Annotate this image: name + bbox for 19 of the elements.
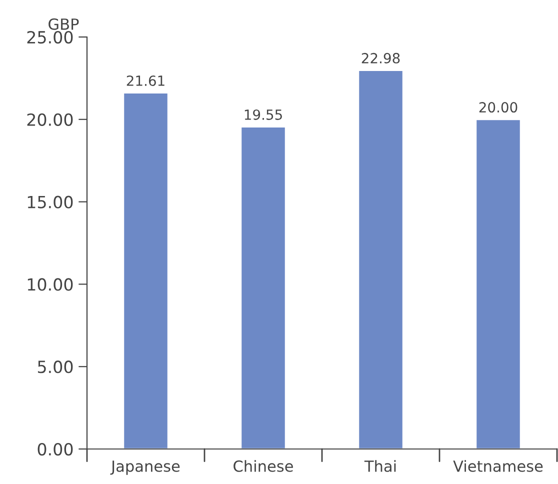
bar — [122, 92, 169, 449]
x-tick-label: Japanese — [110, 460, 180, 475]
y-tick-label: 20.00 — [27, 113, 73, 126]
bar — [358, 70, 404, 449]
data-label: 19.55 — [244, 109, 282, 120]
bar — [475, 118, 522, 449]
x-tick-label: Thai — [364, 460, 396, 472]
y-tick-label: 25.00 — [27, 30, 73, 44]
bar — [240, 126, 286, 449]
y-tick-label: 15.00 — [28, 196, 73, 208]
x-tick-label: Vietnamese — [453, 460, 543, 472]
data-label: 21.61 — [126, 76, 164, 86]
y-tick-label: 10.00 — [28, 278, 73, 291]
data-label: 20.00 — [479, 102, 518, 113]
y-tick-label: 0.00 — [38, 442, 73, 456]
y-tick-label: 5.00 — [38, 360, 73, 374]
data-label: 22.98 — [362, 52, 400, 64]
y-axis-title: GBP — [48, 18, 79, 30]
x-tick-label: Chinese — [234, 460, 293, 472]
